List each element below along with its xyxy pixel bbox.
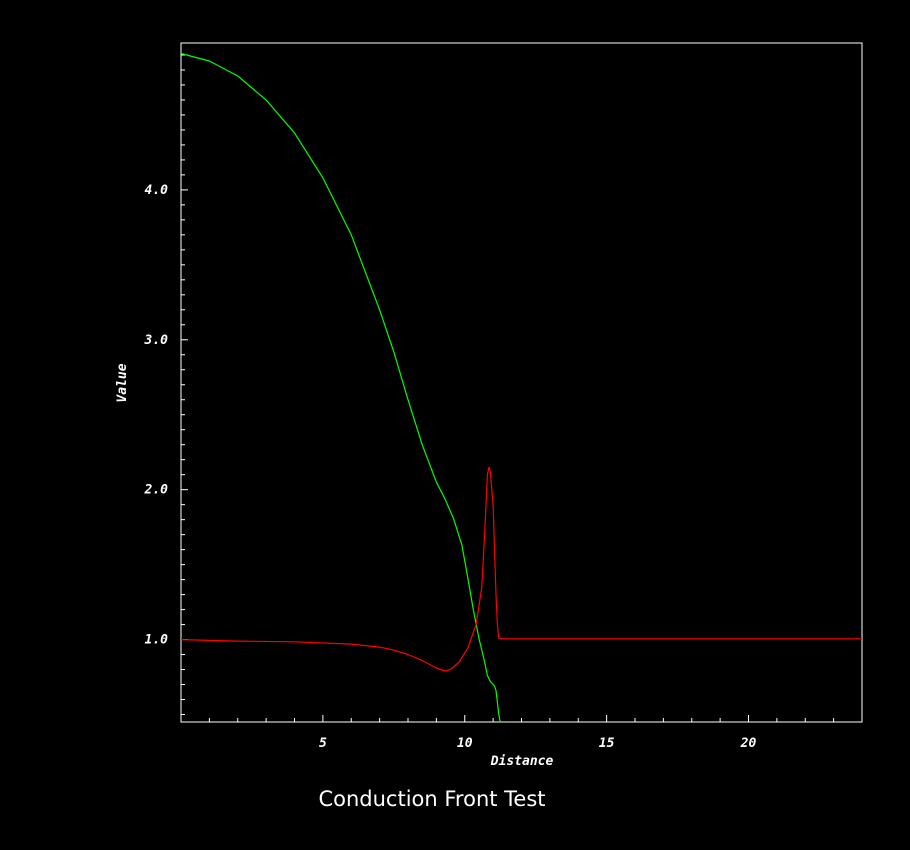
minor-ticks [181,54,863,722]
y-tick-label: 3.0 [144,333,169,348]
y-tick-labels: 1.0 2.0 3.0 4.0 [144,183,169,648]
series-line-1 [180,52,501,723]
x-tick-label: 5 [319,736,327,751]
y-axis-label: Value [115,363,130,402]
chart-title: Conduction Front Test [318,787,545,811]
series-line-2 [180,466,862,672]
x-tick-label: 10 [457,736,473,751]
x-tick-label: 20 [740,736,757,751]
y-tick-label: 1.0 [145,633,169,648]
y-tick-label: 2.0 [144,483,169,498]
x-tick-labels: 5 10 15 20 [319,736,757,751]
x-tick-label: 15 [599,736,615,751]
series-layer [180,52,862,723]
x-axis-label: Distance [490,754,554,769]
plot-frame [180,42,863,723]
y-tick-label: 4.0 [145,183,169,198]
